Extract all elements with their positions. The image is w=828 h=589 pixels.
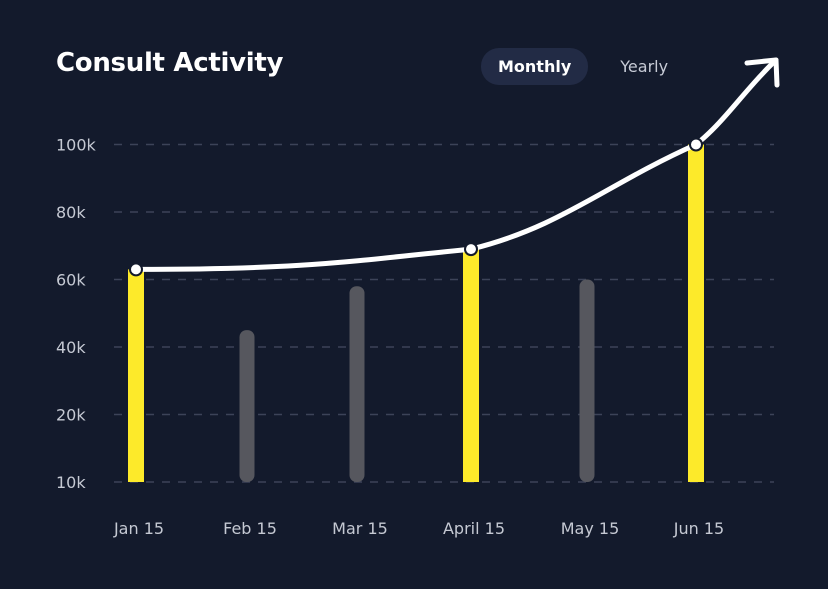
x-tick-label: Feb 15 bbox=[223, 519, 277, 538]
x-tick-label: Jan 15 bbox=[113, 519, 164, 538]
y-axis-ticks: 10k 20k 40k 60k 80k 100k bbox=[56, 136, 97, 493]
bar-april-15[interactable] bbox=[463, 249, 479, 482]
period-toggle: Monthly Yearly bbox=[481, 48, 685, 85]
y-tick-label: 10k bbox=[56, 473, 86, 492]
bar-jan-15[interactable] bbox=[128, 269, 144, 482]
trend-point-dot bbox=[467, 245, 475, 253]
trend-line bbox=[129, 57, 780, 277]
trend-point-dot bbox=[692, 141, 700, 148]
bar-feb-15[interactable] bbox=[239, 330, 255, 482]
monthly-toggle-button[interactable]: Monthly bbox=[481, 48, 589, 85]
grid-lines bbox=[114, 143, 774, 483]
y-tick-label: 100k bbox=[56, 136, 97, 155]
bar-may-15[interactable] bbox=[579, 279, 595, 483]
x-tick-label: April 15 bbox=[443, 519, 505, 538]
trend-point-dot bbox=[132, 266, 140, 273]
chart-title: Consult Activity bbox=[56, 48, 284, 78]
trend-curve bbox=[133, 57, 779, 272]
x-tick-label: Mar 15 bbox=[332, 519, 388, 538]
y-tick-label: 60k bbox=[56, 271, 86, 290]
trend-arrow-head-icon bbox=[744, 57, 780, 88]
y-tick-label: 40k bbox=[56, 338, 86, 357]
y-tick-label: 80k bbox=[56, 203, 86, 222]
x-tick-label: May 15 bbox=[561, 519, 620, 538]
x-tick-label: Jun 15 bbox=[673, 519, 724, 538]
bar-mar-15[interactable] bbox=[349, 286, 365, 482]
yearly-toggle-button[interactable]: Yearly bbox=[620, 57, 669, 76]
bars bbox=[128, 144, 704, 483]
x-axis-ticks: Jan 15 Feb 15 Mar 15 April 15 May 15 Jun 15 bbox=[113, 519, 724, 538]
y-tick-label: 20k bbox=[56, 406, 86, 425]
bar-jun-15[interactable] bbox=[688, 144, 704, 483]
